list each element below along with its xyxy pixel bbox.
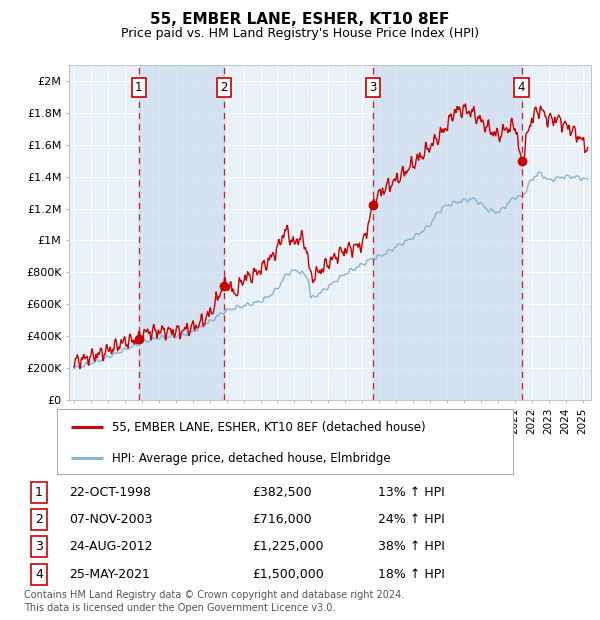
Text: £1,500,000: £1,500,000 — [252, 568, 324, 580]
Text: 13% ↑ HPI: 13% ↑ HPI — [378, 486, 445, 498]
Bar — [139, 65, 224, 400]
Text: 24% ↑ HPI: 24% ↑ HPI — [378, 513, 445, 526]
Text: 3: 3 — [35, 541, 43, 553]
Text: 38% ↑ HPI: 38% ↑ HPI — [378, 541, 445, 553]
Text: 2: 2 — [35, 513, 43, 526]
Text: 24-AUG-2012: 24-AUG-2012 — [69, 541, 152, 553]
Text: 25-MAY-2021: 25-MAY-2021 — [69, 568, 150, 580]
Text: £716,000: £716,000 — [252, 513, 311, 526]
Text: 07-NOV-2003: 07-NOV-2003 — [69, 513, 152, 526]
Text: 55, EMBER LANE, ESHER, KT10 8EF (detached house): 55, EMBER LANE, ESHER, KT10 8EF (detache… — [112, 421, 425, 434]
Text: 1: 1 — [135, 81, 142, 94]
Text: 3: 3 — [370, 81, 377, 94]
Text: 4: 4 — [35, 568, 43, 580]
Text: 55, EMBER LANE, ESHER, KT10 8EF: 55, EMBER LANE, ESHER, KT10 8EF — [151, 12, 449, 27]
Text: This data is licensed under the Open Government Licence v3.0.: This data is licensed under the Open Gov… — [24, 603, 335, 613]
Text: 22-OCT-1998: 22-OCT-1998 — [69, 486, 151, 498]
Text: £1,225,000: £1,225,000 — [252, 541, 323, 553]
Text: £382,500: £382,500 — [252, 486, 311, 498]
Text: 2: 2 — [220, 81, 228, 94]
Text: 18% ↑ HPI: 18% ↑ HPI — [378, 568, 445, 580]
Text: Contains HM Land Registry data © Crown copyright and database right 2024.: Contains HM Land Registry data © Crown c… — [24, 590, 404, 600]
Text: Price paid vs. HM Land Registry's House Price Index (HPI): Price paid vs. HM Land Registry's House … — [121, 27, 479, 40]
Text: 1: 1 — [35, 486, 43, 498]
Text: HPI: Average price, detached house, Elmbridge: HPI: Average price, detached house, Elmb… — [112, 451, 391, 464]
Text: 4: 4 — [518, 81, 525, 94]
Bar — [373, 65, 521, 400]
